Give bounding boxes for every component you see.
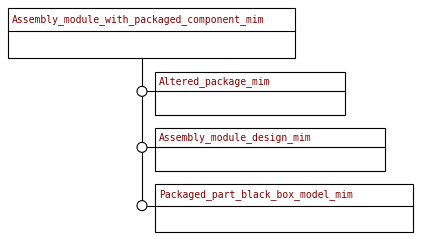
Text: Altered_package_mim: Altered_package_mim <box>159 76 271 87</box>
Circle shape <box>137 142 147 152</box>
Bar <box>155 128 385 171</box>
Bar <box>155 72 345 115</box>
Bar <box>155 184 413 232</box>
Text: Assembly_module_design_mim: Assembly_module_design_mim <box>159 132 312 143</box>
Circle shape <box>137 86 147 96</box>
Text: Assembly_module_with_packaged_component_mim: Assembly_module_with_packaged_component_… <box>12 14 265 25</box>
Text: Packaged_part_black_box_model_mim: Packaged_part_black_box_model_mim <box>159 189 353 200</box>
Bar <box>8 8 295 58</box>
Circle shape <box>137 201 147 211</box>
